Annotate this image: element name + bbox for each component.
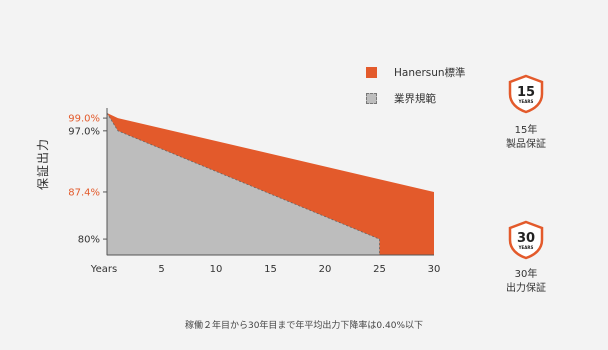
badge-line2: 出力保証 xyxy=(506,283,546,294)
badge-line1: 15年 xyxy=(514,125,538,136)
shield-icon: 30 YEARS xyxy=(508,220,544,260)
legend-label-hanersun: Hanersun標準 xyxy=(394,67,466,79)
x-tick-label: 5 xyxy=(158,264,164,275)
y-tick-label: 97.0% xyxy=(68,126,100,137)
legend-item-hanersun: Hanersun標準 xyxy=(366,65,466,80)
y-tick-label: 87.4% xyxy=(68,187,100,198)
legend-swatch-orange xyxy=(366,67,377,78)
badge-number: 15 xyxy=(517,85,535,100)
legend-item-industry: 業界規範 xyxy=(366,91,436,106)
shield-icon: 15 YEARS xyxy=(508,74,544,114)
x-tick-label: 20 xyxy=(319,264,332,275)
badge-unit: YEARS xyxy=(518,245,534,250)
legend-swatch-gray xyxy=(366,93,377,104)
badge-product-warranty: 15 YEARS 15年 製品保証 xyxy=(496,74,556,152)
x-tick-label: 10 xyxy=(210,264,223,275)
y-tick-label: 80% xyxy=(78,235,100,246)
badge-line1: 30年 xyxy=(514,269,538,280)
badge-output-warranty: 30 YEARS 30年 出力保証 xyxy=(496,220,556,296)
x-tick-label: Years xyxy=(90,264,117,275)
legend-label-industry: 業界規範 xyxy=(394,93,436,105)
x-tick-label: 30 xyxy=(428,264,441,275)
y-axis-label: 保証出力 xyxy=(36,137,50,190)
badge-unit: YEARS xyxy=(518,99,534,104)
x-tick-label: 25 xyxy=(373,264,386,275)
badge-number: 30 xyxy=(517,231,535,246)
y-tick-label: 99.0% xyxy=(68,114,100,125)
x-tick-label: 15 xyxy=(264,264,277,275)
footnote: 稼働２年目から30年目まで年平均出力下降率は0.40%以下 xyxy=(184,321,424,331)
badge-line2: 製品保証 xyxy=(506,139,546,150)
